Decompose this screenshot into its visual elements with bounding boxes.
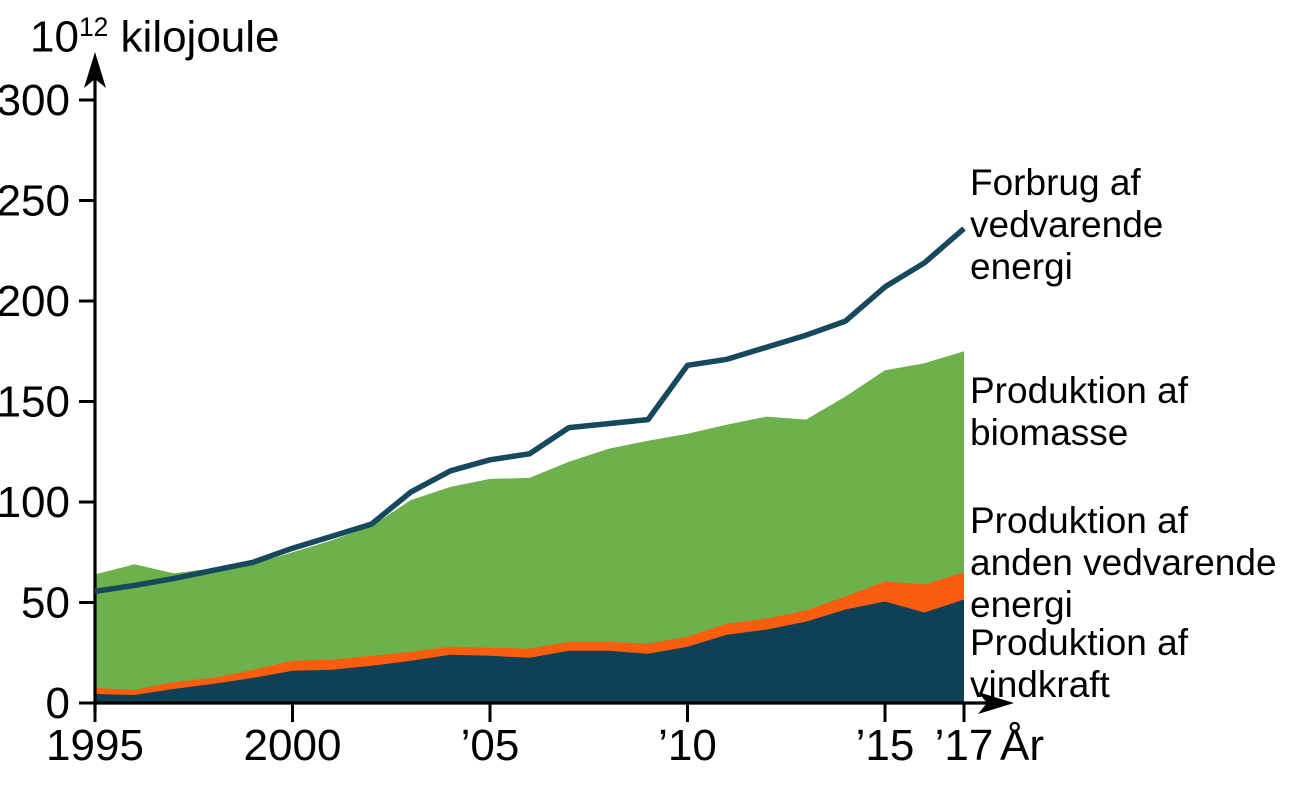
y-axis-title-exponent: 12 (78, 12, 109, 42)
y-tick-label: 0 (46, 679, 70, 728)
x-tick-label: ’17 (935, 721, 994, 770)
y-tick-label: 100 (0, 478, 70, 527)
x-tick-label: ’15 (856, 721, 915, 770)
y-tick-label: 50 (21, 579, 70, 628)
y-axis-arrow-icon (84, 52, 106, 88)
legend-vindkraft-label: Produktion af vindkraft (970, 622, 1189, 706)
y-tick-label: 150 (0, 378, 70, 427)
x-axis-unit-label: År (1000, 721, 1044, 770)
legend-biomasse-label: Produktion af biomasse (970, 370, 1189, 454)
x-axis-arrow-icon (978, 692, 1014, 714)
y-axis-title-unit: kilojoule (108, 12, 280, 62)
y-tick-label: 250 (0, 177, 70, 226)
x-tick-label: ’10 (658, 721, 717, 770)
y-tick-label: 300 (0, 76, 70, 125)
line-forbrug (94, 226, 966, 595)
x-tick-label: 1995 (46, 721, 144, 770)
x-tick-label: ’05 (461, 721, 520, 770)
area-vindkraft (95, 599, 964, 703)
x-tick-label: 2000 (244, 721, 342, 770)
legend-anden-vedvarende-label: Produktion af anden vedvarende energi (970, 500, 1277, 626)
y-axis-title: 1012 kilojoule (30, 12, 280, 63)
y-axis-title-base: 10 (30, 12, 79, 62)
legend-forbrug-label: Forbrug af vedvarende energi (970, 162, 1164, 288)
y-tick-label: 200 (0, 277, 70, 326)
area-biomasse (95, 351, 964, 703)
